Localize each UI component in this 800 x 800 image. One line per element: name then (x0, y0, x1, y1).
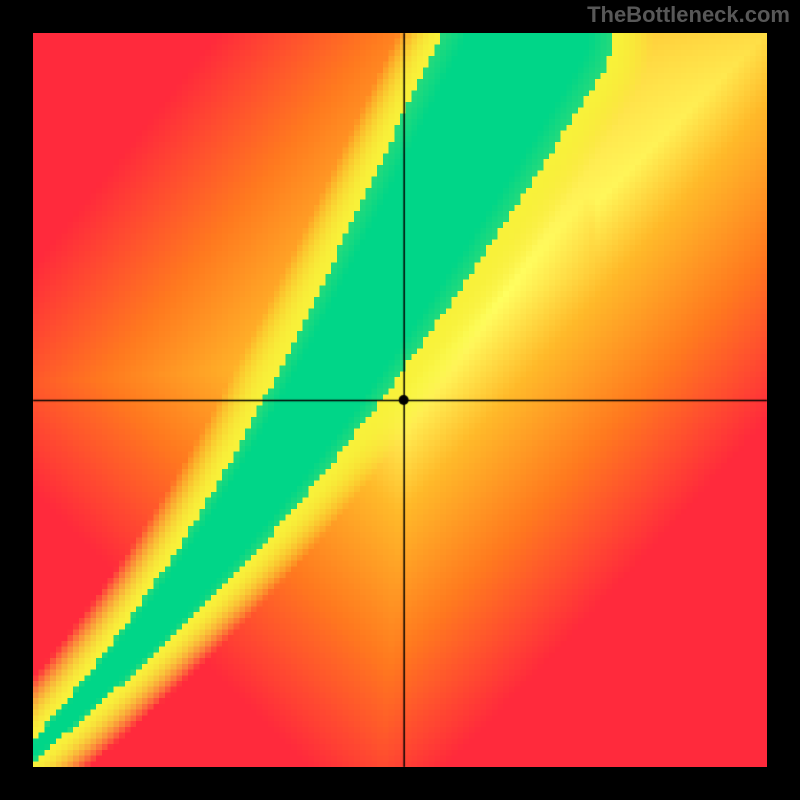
chart-container: TheBottleneck.com (0, 0, 800, 800)
bottleneck-heatmap (33, 33, 767, 767)
watermark-text: TheBottleneck.com (587, 2, 790, 28)
